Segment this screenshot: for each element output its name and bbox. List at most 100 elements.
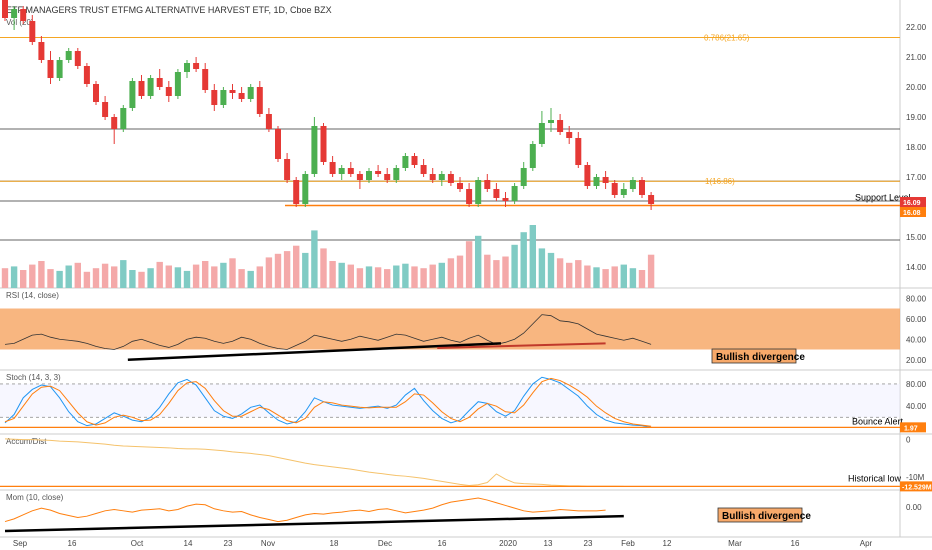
x-axis-tick: 23 [584, 539, 593, 548]
candle-body [74, 51, 81, 66]
volume-bar [411, 266, 418, 288]
candle-body [147, 78, 154, 96]
volume-bar [220, 262, 227, 288]
rsi-axis-tick: 80.00 [906, 294, 927, 303]
candle-body [238, 93, 245, 99]
ad-badge [900, 481, 932, 492]
price-axis-tick: 20.00 [906, 83, 927, 92]
candle-body [293, 180, 300, 204]
price-axis-tick: 17.00 [906, 173, 927, 182]
candle-body [520, 168, 527, 186]
volume-bar [1, 268, 9, 288]
candle-body [648, 195, 655, 204]
volume-bar [502, 256, 509, 288]
volume-bar [247, 270, 254, 288]
candle-body [438, 174, 445, 180]
candle-body [475, 180, 482, 204]
candle-body [247, 87, 254, 99]
price-axis-tick: 15.00 [906, 233, 927, 242]
volume-bar [374, 267, 382, 288]
volume-bar [329, 261, 336, 288]
volume-bar [393, 265, 400, 288]
volume-bar [484, 254, 491, 288]
volume-bar [402, 263, 409, 288]
x-axis-tick: 16 [438, 539, 447, 548]
candle-body [184, 63, 190, 72]
candle-body [2, 0, 8, 18]
volume-bar [274, 253, 282, 288]
price-badge [900, 207, 926, 217]
volume-bar [529, 225, 536, 288]
candle-body [538, 123, 545, 144]
volume-bar [520, 232, 527, 288]
stoch-axis-tick: 80.00 [906, 380, 927, 389]
volume-bar [192, 264, 200, 288]
x-axis-tick: 13 [544, 539, 553, 548]
volume-bar [475, 235, 482, 288]
x-axis-tick: Feb [621, 539, 635, 548]
mom-note: Bullish divergence [722, 511, 811, 522]
volume-bar [311, 230, 318, 288]
x-axis-tick: 14 [184, 539, 193, 548]
volume-bar [29, 264, 36, 288]
volume-bar [183, 270, 191, 288]
volume-label: Vol (20) [6, 18, 34, 27]
mom-trendline [4, 514, 624, 533]
ad-badge-label: -12.529M [902, 484, 932, 491]
candle-body [265, 114, 272, 129]
volume-bar [575, 260, 582, 288]
chart-title: ETF MANAGERS TRUST ETFMG ALTERNATIVE HAR… [6, 5, 332, 15]
candle-body [20, 9, 27, 21]
volume-bar [302, 252, 309, 288]
candle-body [56, 60, 63, 78]
volume-bar [38, 261, 45, 288]
mom-line [4, 497, 606, 523]
rsi-line [4, 314, 652, 350]
volume-bar [256, 266, 263, 288]
candle-body [557, 120, 564, 132]
rsi-trendline [127, 342, 502, 361]
price-axis-tick: 14.00 [906, 263, 927, 272]
candle-body [193, 63, 200, 69]
volume-bar [56, 270, 63, 288]
volume-bar [165, 265, 172, 288]
stoch-band [0, 383, 900, 418]
volume-bar [202, 261, 209, 288]
volume-bar [511, 244, 518, 288]
candle-body [420, 165, 427, 174]
volume-bar [638, 270, 646, 288]
volume-bar [320, 248, 327, 288]
candle-body [102, 102, 109, 117]
volume-bar [611, 266, 618, 288]
volume-bar [584, 265, 591, 288]
fib-level-label: 0.786(21.65) [704, 34, 750, 43]
ad-label: Accum/Dist [6, 437, 47, 446]
price-axis-tick: 19.00 [906, 113, 927, 122]
volume-bar [101, 263, 109, 288]
candle-body [457, 183, 463, 189]
bounce-label: Bounce Alert [852, 416, 904, 426]
candle-body [375, 171, 382, 174]
candle-body [356, 174, 363, 180]
volume-bar [365, 266, 373, 288]
candle-body [347, 168, 354, 174]
volume-bar [547, 252, 555, 288]
x-axis-tick: 18 [330, 539, 339, 548]
candle-body [484, 180, 491, 189]
candle-body [211, 90, 218, 105]
volume-bar [556, 258, 564, 288]
candle-body [366, 171, 372, 180]
volume-bar [538, 248, 546, 288]
candle-body [429, 174, 436, 180]
volume-bar [120, 260, 127, 288]
candle-body [502, 198, 509, 201]
rsi-trendline-red [437, 342, 606, 349]
price-axis-tick: 18.00 [906, 143, 927, 152]
x-axis-tick: Sep [13, 539, 28, 548]
volume-bar [647, 254, 655, 288]
ad-axis-tick: -10M [906, 473, 925, 482]
candle-body [593, 177, 600, 186]
candle-body [311, 126, 318, 174]
volume-bar [174, 267, 182, 288]
